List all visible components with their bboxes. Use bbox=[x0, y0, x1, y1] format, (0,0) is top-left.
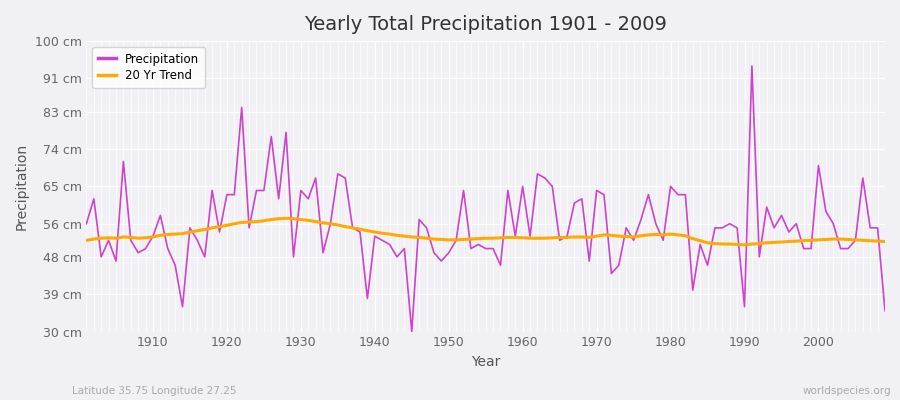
Precipitation bbox=[302, 196, 313, 201]
Line: Precipitation: Precipitation bbox=[86, 66, 885, 332]
20 Yr Trend bbox=[518, 236, 528, 240]
Text: Latitude 35.75 Longitude 27.25: Latitude 35.75 Longitude 27.25 bbox=[72, 386, 237, 396]
20 Yr Trend bbox=[281, 216, 292, 221]
20 Yr Trend bbox=[81, 238, 92, 243]
Precipitation bbox=[879, 308, 890, 313]
Precipitation bbox=[140, 246, 151, 251]
20 Yr Trend bbox=[355, 227, 365, 232]
20 Yr Trend bbox=[310, 219, 321, 224]
20 Yr Trend bbox=[525, 236, 535, 241]
Precipitation bbox=[614, 263, 625, 268]
X-axis label: Year: Year bbox=[471, 355, 500, 369]
20 Yr Trend bbox=[614, 234, 625, 238]
Precipitation bbox=[525, 234, 535, 238]
Y-axis label: Precipitation: Precipitation bbox=[15, 143, 29, 230]
Text: worldspecies.org: worldspecies.org bbox=[803, 386, 891, 396]
Precipitation bbox=[407, 329, 418, 334]
20 Yr Trend bbox=[879, 239, 890, 244]
20 Yr Trend bbox=[140, 236, 151, 240]
Title: Yearly Total Precipitation 1901 - 2009: Yearly Total Precipitation 1901 - 2009 bbox=[304, 15, 667, 34]
Precipitation bbox=[746, 64, 757, 68]
20 Yr Trend bbox=[739, 242, 750, 247]
Legend: Precipitation, 20 Yr Trend: Precipitation, 20 Yr Trend bbox=[93, 47, 205, 88]
Line: 20 Yr Trend: 20 Yr Trend bbox=[86, 218, 885, 245]
Precipitation bbox=[518, 184, 528, 189]
Precipitation bbox=[81, 221, 92, 226]
Precipitation bbox=[347, 226, 358, 230]
